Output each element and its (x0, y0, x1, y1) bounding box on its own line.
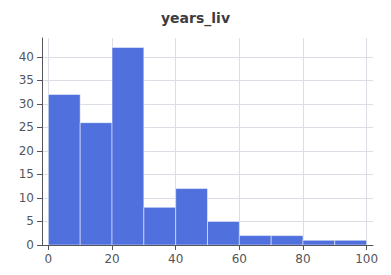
svg-text:100: 100 (355, 252, 378, 266)
svg-text:25: 25 (19, 120, 34, 134)
svg-text:30: 30 (19, 97, 34, 111)
svg-text:0: 0 (26, 238, 34, 252)
svg-text:15: 15 (19, 167, 34, 181)
svg-text:10: 10 (19, 191, 34, 205)
svg-text:5: 5 (26, 214, 34, 228)
svg-text:80: 80 (295, 252, 310, 266)
svg-text:60: 60 (232, 252, 247, 266)
svg-text:20: 20 (19, 144, 34, 158)
svg-text:40: 40 (168, 252, 183, 266)
svg-text:0: 0 (45, 252, 53, 266)
svg-text:40: 40 (19, 50, 34, 64)
svg-text:20: 20 (104, 252, 119, 266)
svg-text:35: 35 (19, 73, 34, 87)
svg-text:years_liv: years_liv (161, 10, 230, 27)
